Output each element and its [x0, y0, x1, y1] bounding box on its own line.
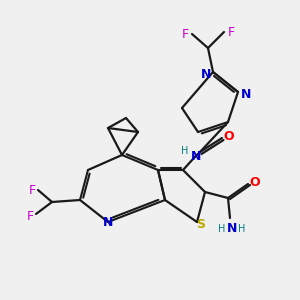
Text: O: O: [250, 176, 260, 188]
Text: N: N: [103, 215, 113, 229]
Text: O: O: [224, 130, 234, 142]
Text: H: H: [218, 224, 226, 234]
Text: F: F: [26, 209, 34, 223]
Text: H: H: [181, 146, 189, 156]
Text: N: N: [201, 68, 211, 80]
Text: F: F: [182, 28, 189, 40]
Text: N: N: [191, 151, 201, 164]
Text: N: N: [241, 88, 251, 100]
Text: F: F: [28, 184, 36, 196]
Text: N: N: [227, 221, 237, 235]
Text: H: H: [238, 224, 246, 234]
Text: F: F: [227, 26, 235, 38]
Text: S: S: [196, 218, 206, 230]
